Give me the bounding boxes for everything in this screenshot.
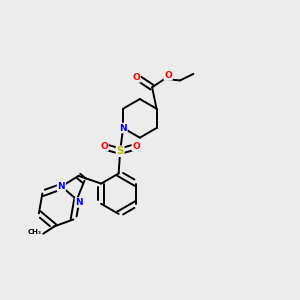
Text: CH₃: CH₃ (28, 229, 42, 235)
Text: O: O (132, 142, 140, 151)
Text: N: N (119, 124, 127, 133)
Text: N: N (58, 182, 65, 191)
Text: N: N (75, 198, 83, 207)
Text: O: O (100, 142, 108, 151)
Text: O: O (164, 71, 172, 80)
Text: O: O (132, 73, 140, 82)
Text: S: S (117, 146, 124, 156)
